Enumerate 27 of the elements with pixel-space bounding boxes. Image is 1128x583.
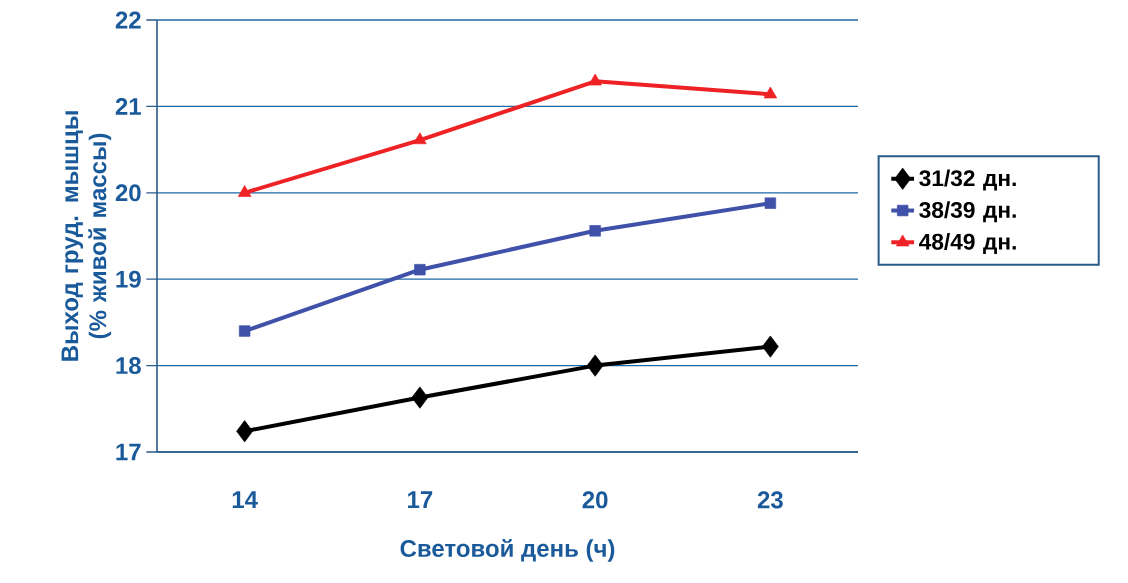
point	[763, 86, 778, 99]
legend-label: 48/49 дн.	[919, 233, 1016, 255]
x-tick-label: 23	[757, 491, 783, 509]
y-tick-label: 19	[116, 270, 141, 288]
point	[586, 354, 604, 377]
point	[236, 420, 253, 443]
legend-label: 38/39 дн.	[919, 201, 1016, 223]
y-tick-label: 21	[115, 98, 141, 115]
point	[764, 197, 777, 209]
point	[589, 225, 601, 237]
point	[413, 132, 427, 145]
y-tick-label: 22	[115, 11, 141, 29]
legend-label: 31/32 дн.	[919, 169, 1016, 191]
x-tick-label: 14	[232, 491, 258, 508]
point	[762, 335, 779, 358]
y-tick-label: 20	[115, 184, 141, 202]
y-tick-label: 17	[116, 443, 141, 461]
point	[414, 264, 426, 276]
point	[588, 73, 602, 86]
point	[411, 386, 429, 409]
y-axis-title: Выход груд. мышцы (% живой массы)	[61, 111, 112, 361]
y-tick-label: 18	[116, 357, 141, 375]
point	[237, 185, 252, 197]
point	[238, 325, 251, 337]
x-tick-label: 20	[582, 491, 608, 509]
x-tick-label: 17	[408, 491, 433, 508]
x-axis-title: Световой день (ч)	[400, 538, 615, 562]
